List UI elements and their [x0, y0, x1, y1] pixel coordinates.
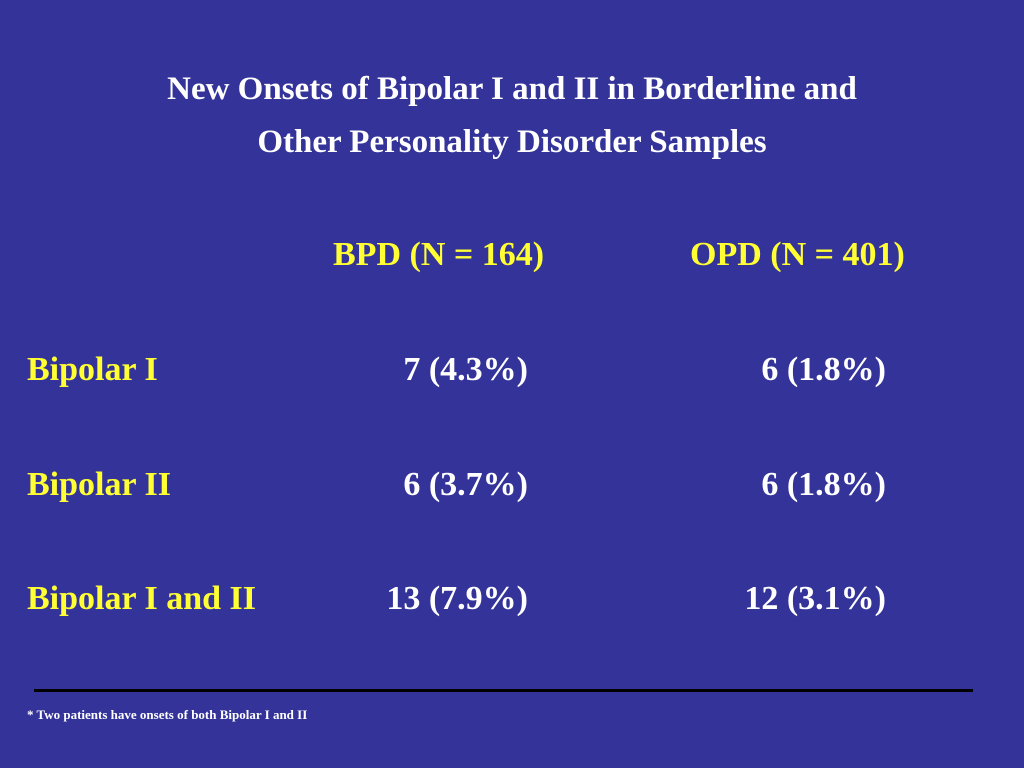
- column-header-bpd: BPD (N = 164): [333, 236, 545, 273]
- row-label-bipolar-i: Bipolar I: [27, 351, 158, 388]
- column-header-opd: OPD (N = 401): [690, 236, 905, 273]
- row-label-bipolar-ii: Bipolar II: [27, 466, 171, 503]
- cell-bipolar-i-bpd: 7 (4.3%): [403, 351, 528, 388]
- cell-bipolar-i-and-ii-bpd: 13 (7.9%): [386, 580, 528, 617]
- cell-bipolar-i-and-ii-opd: 12 (3.1%): [744, 580, 886, 617]
- cell-bipolar-ii-bpd: 6 (3.7%): [403, 466, 528, 503]
- row-label-bipolar-i-and-ii: Bipolar I and II: [27, 580, 256, 617]
- cell-bipolar-i-opd: 6 (1.8%): [761, 351, 886, 388]
- cell-bipolar-ii-opd: 6 (1.8%): [761, 466, 886, 503]
- slide-title-line-2: Other Personality Disorder Samples: [257, 124, 767, 160]
- footnote: * Two patients have onsets of both Bipol…: [27, 707, 308, 722]
- footnote-divider: [34, 689, 973, 692]
- slide-title-line-1: New Onsets of Bipolar I and II in Border…: [167, 71, 857, 107]
